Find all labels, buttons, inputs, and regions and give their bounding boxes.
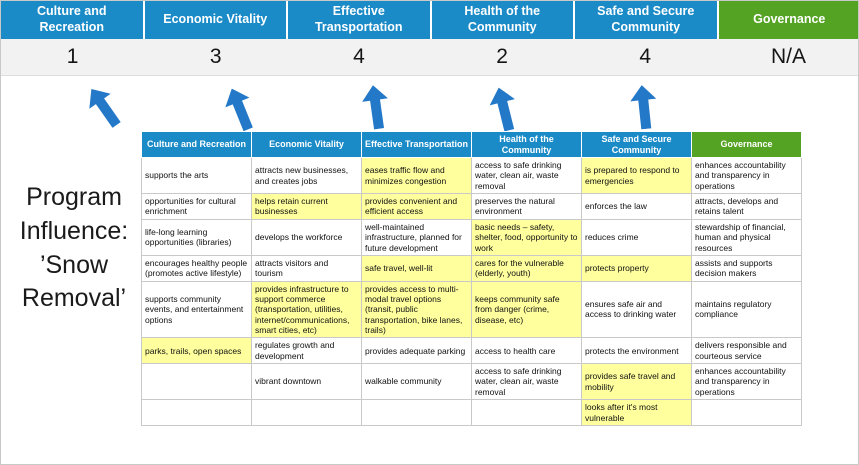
arrow-up-icon (486, 85, 522, 134)
score-transportation: 4 (353, 45, 365, 68)
table-row: encourages healthy people (promotes acti… (141, 254, 802, 282)
table-cell: access to health care (471, 337, 582, 365)
table-cell: supports the arts (141, 156, 252, 195)
table-cell (471, 399, 582, 426)
score-economic: 3 (209, 45, 222, 68)
table-row: opportunities for cultural enrichment hel… (141, 193, 802, 220)
column-header-safety: Safe and Secure Community (581, 131, 692, 158)
influence-table-body: supports the arts attracts new businesses… (141, 156, 802, 426)
arrow-up-icon (220, 84, 261, 135)
table-cell: is prepared to respond to emergencies (581, 156, 692, 195)
program-influence-label: Program Influence: ’Snow Removal’ (19, 183, 129, 313)
table-cell: well-maintained infrastructure, planned … (361, 218, 472, 256)
table-cell: preserves the natural environment (471, 193, 582, 220)
table-cell: protects property (581, 254, 692, 282)
table-cell: develops the workforce (251, 218, 362, 256)
table-cell: encourages healthy people (promotes acti… (141, 254, 252, 282)
score-row: 1 3 4 2 4 N/A (1, 39, 858, 76)
table-cell: provides access to multi-modal travel op… (361, 280, 472, 339)
column-header-culture: Culture and Recreation (141, 131, 252, 158)
table-cell: enhances accountability and transparency… (691, 156, 802, 195)
table-cell: life-long learning opportunities (librar… (141, 218, 252, 256)
pillar-header-row: Culture and Recreation Economic Vitality… (1, 1, 858, 39)
column-header-transportation: Effective Transportation (361, 131, 472, 158)
score-safety: 4 (639, 45, 652, 68)
table-cell: enforces the law (581, 193, 692, 220)
table-cell: attracts visitors and tourism (251, 254, 362, 282)
table-cell: walkable community (361, 363, 472, 401)
table-cell (361, 399, 472, 426)
score-health: 2 (496, 45, 508, 68)
table-row: looks after it's most vulnerable (141, 399, 802, 426)
table-cell: keeps community safe from danger (crime,… (471, 280, 582, 339)
table-cell: provides convenient and efficient access (361, 193, 472, 220)
table-cell: looks after it's most vulnerable (581, 399, 692, 426)
score-culture: 1 (66, 45, 79, 68)
pillar-header-health: Health of the Community (431, 1, 575, 39)
table-cell (251, 399, 362, 426)
table-cell (691, 399, 802, 426)
table-cell: vibrant downtown (251, 363, 362, 401)
table-cell: attracts new businesses, and creates job… (251, 156, 362, 195)
column-header-economic: Economic Vitality (251, 131, 362, 158)
pillar-header-transportation: Effective Transportation (288, 1, 432, 39)
table-header-row: Culture and Recreation Economic Vitality… (141, 131, 802, 158)
table-cell: enhances accountability and transparency… (691, 363, 802, 401)
influence-table: Culture and Recreation Economic Vitality… (141, 131, 802, 426)
column-header-health: Health of the Community (471, 131, 582, 158)
score-governance: N/A (770, 45, 806, 68)
table-cell: maintains regulatory compliance (691, 280, 802, 339)
table-cell (141, 363, 252, 401)
column-header-governance: Governance (691, 131, 802, 158)
table-cell: access to safe drinking water, clean air… (471, 363, 582, 401)
table-cell: regulates growth and development (251, 337, 362, 365)
table-cell: basic needs – safety, shelter, food, opp… (471, 218, 582, 256)
arrow-up-icon (81, 82, 128, 133)
table-cell: ensures safe air and access to drinking … (581, 280, 692, 339)
table-cell: safe travel, well-lit (361, 254, 472, 282)
arrow-up-icon (629, 84, 659, 130)
pillar-header-governance: Governance (718, 1, 858, 39)
table-cell: helps retain current businesses (251, 193, 362, 220)
table-cell: protects the environment (581, 337, 692, 365)
table-cell: cares for the vulnerable (elderly, youth… (471, 254, 582, 282)
table-cell: reduces crime (581, 218, 692, 256)
table-cell: parks, trails, open spaces (141, 337, 252, 365)
table-row: parks, trails, open spaces regulates grow… (141, 337, 802, 365)
table-cell: provides safe travel and mobility (581, 363, 692, 401)
table-cell: stewardship of financial, human and phys… (691, 218, 802, 256)
table-cell (141, 399, 252, 426)
table-cell: supports community events, and entertain… (141, 280, 252, 339)
table-cell: eases traffic flow and minimizes congest… (361, 156, 472, 195)
table-row: life-long learning opportunities (librar… (141, 218, 802, 256)
arrow-up-icon (360, 83, 392, 130)
pillar-header-culture: Culture and Recreation (1, 1, 145, 39)
table-cell: access to safe drinking water, clean air… (471, 156, 582, 195)
table-row: supports community events, and entertain… (141, 280, 802, 339)
table-cell: opportunities for cultural enrichment (141, 193, 252, 220)
table-row: vibrant downtown walkable community access… (141, 363, 802, 401)
table-cell: assists and supports decision makers (691, 254, 802, 282)
table-row: supports the arts attracts new businesses… (141, 156, 802, 195)
pillar-header-economic: Economic Vitality (144, 1, 288, 39)
table-cell: provides adequate parking (361, 337, 472, 365)
table-cell: provides infrastructure to support comme… (251, 280, 362, 339)
table-cell: delivers responsible and courteous servi… (691, 337, 802, 365)
pillar-header-safety: Safe and Secure Community (575, 1, 719, 39)
table-cell: attracts, develops and retains talent (691, 193, 802, 220)
